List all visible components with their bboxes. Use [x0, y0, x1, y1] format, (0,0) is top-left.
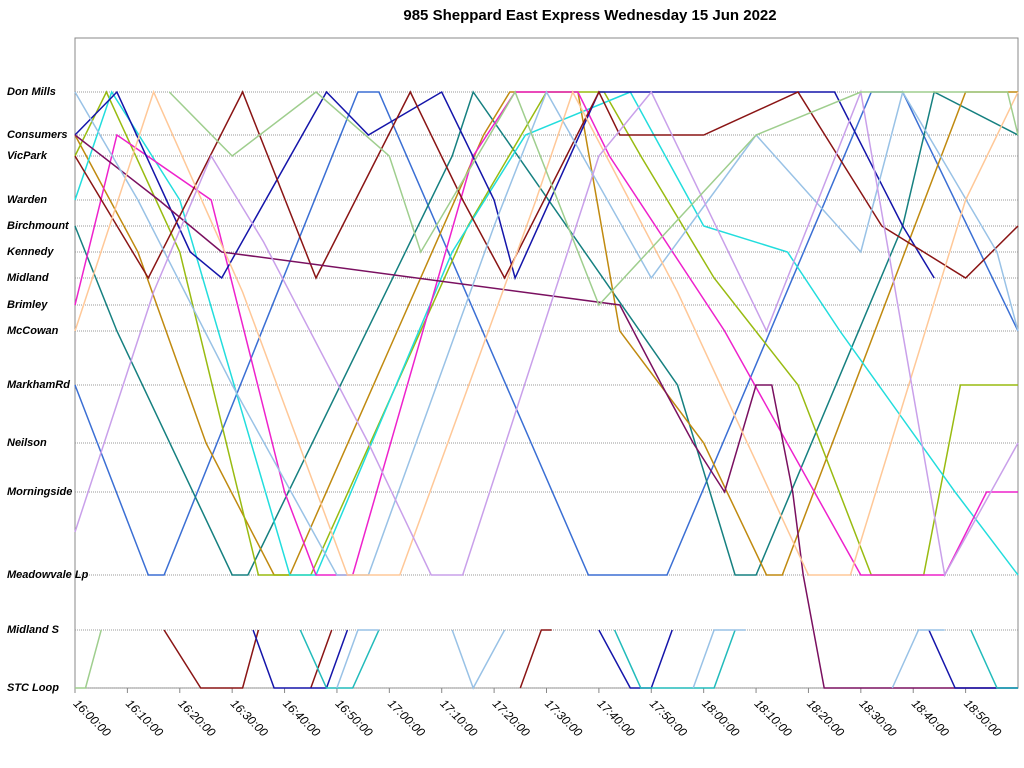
x-tick-label: 17:20:00: [490, 696, 533, 739]
x-tick-label: 16:50:00: [333, 696, 376, 739]
chart-title: 985 Sheppard East Express Wednesday 15 J…: [403, 7, 776, 24]
trip-line: [336, 629, 945, 690]
trip-line: [74, 89, 1019, 576]
x-tick-label: 16:10:00: [123, 696, 166, 739]
x-tick-label: 16:20:00: [175, 696, 218, 739]
y-tick-label: VicPark: [7, 150, 48, 162]
y-tick-label: Kennedy: [7, 246, 54, 258]
y-tick-label: Birchmount: [7, 220, 70, 232]
y-tick-label: Morningside: [7, 486, 72, 498]
x-tick-label: 17:00:00: [385, 696, 428, 739]
x-tick-label: 18:20:00: [804, 696, 847, 739]
y-tick-label: Midland: [7, 272, 49, 284]
trip-line: [74, 90, 935, 281]
trip-line: [299, 629, 1018, 689]
y-tick-label: Midland S: [7, 624, 60, 636]
x-tick-label: 18:00:00: [699, 696, 742, 739]
y-tick-label: Don Mills: [7, 86, 56, 98]
x-tick-label: 18:30:00: [856, 696, 899, 739]
trip-line: [74, 90, 1019, 576]
x-tick-label: 16:40:00: [280, 696, 323, 739]
trip-line: [74, 89, 1019, 578]
plot-frame: [74, 37, 1019, 689]
x-tick-label: 17:50:00: [647, 696, 690, 739]
y-tick-label: McCowan: [7, 325, 59, 337]
y-tick-label: Neilson: [7, 437, 47, 449]
x-tick-label: 16:30:00: [228, 696, 271, 739]
x-tick-label: 18:10:00: [752, 696, 795, 739]
x-tick-label: 17:10:00: [437, 696, 480, 739]
x-tick-label: 17:30:00: [542, 696, 585, 739]
trip-line: [252, 629, 1018, 689]
y-tick-label: Meadowvale Lp: [7, 569, 89, 581]
x-tick-label: 16:00:00: [71, 696, 114, 739]
x-tick-label: 17:40:00: [595, 696, 638, 739]
y-tick-label: STC Loop: [7, 682, 59, 694]
trip-line: [74, 90, 1019, 576]
y-tick-label: MarkhamRd: [7, 379, 70, 391]
trip-line: [74, 134, 1018, 689]
y-tick-label: Brimley: [7, 299, 48, 311]
trip-line: [163, 629, 552, 689]
x-tick-label: 18:40:00: [909, 696, 952, 739]
trip-line: [75, 90, 1019, 689]
y-tick-label: Warden: [7, 194, 47, 206]
x-tick-label: 18:50:00: [961, 696, 1004, 739]
y-tick-label: Consumers: [7, 129, 68, 141]
